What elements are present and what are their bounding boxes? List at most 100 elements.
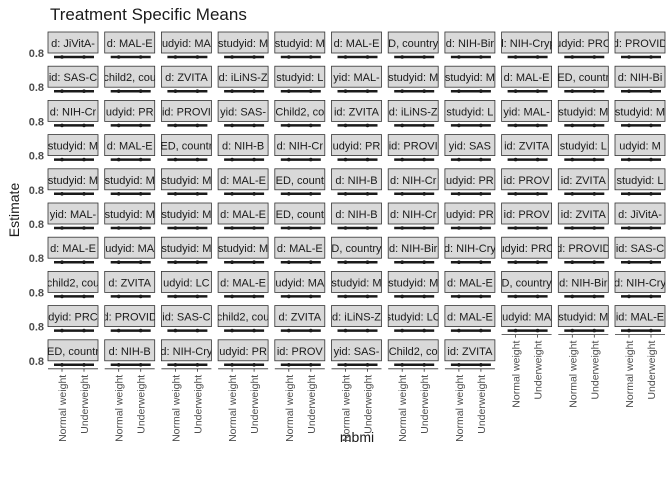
facet-strip-label: id: ZVITA [504, 141, 550, 153]
x-tick-label: Underweight [419, 375, 431, 434]
facet-panel: yid: MAL- [331, 65, 382, 93]
data-point [627, 328, 631, 333]
facet-strip [160, 270, 212, 293]
facet-strip-label: d: MAL-E [504, 72, 550, 84]
facet-panel: ED, countr [557, 65, 609, 93]
data-point [422, 260, 427, 265]
data-point [649, 157, 653, 162]
facet-strip [387, 31, 439, 54]
data-point [592, 192, 597, 196]
data-point [343, 192, 348, 196]
data-point [230, 192, 234, 196]
facet-strip [47, 31, 99, 54]
x-tick-label: Normal weight [284, 375, 296, 442]
data-point [422, 226, 427, 230]
facet-strip-label: id: MAL-E [616, 312, 664, 324]
facet-panel: id: MAL-E Normal weight Underweight [614, 305, 666, 408]
facet-strip [557, 305, 609, 328]
facet-strip [104, 65, 156, 88]
facet-strip [387, 168, 439, 191]
facet-strip [444, 305, 496, 328]
facet-panel: d: NIH-Bir [444, 31, 496, 59]
data-point [60, 294, 64, 299]
data-point [400, 157, 405, 162]
facet-panel: studyid: M [557, 100, 609, 128]
y-tick-label: 0.8 [29, 322, 44, 334]
facet-panel: studyid: M [331, 270, 382, 299]
facet-panel: id: ZVITA [501, 134, 553, 162]
y-tick-label: 0.8 [29, 185, 44, 197]
data-point [422, 89, 427, 93]
data-point [138, 55, 143, 59]
data-point [252, 157, 256, 162]
facet-panel: ED, count [274, 202, 326, 230]
data-point [343, 260, 348, 265]
facet-panel: id: PROV Normal weight Underweight [274, 339, 326, 442]
facet-strip-label: studyid: M [558, 106, 608, 118]
facet-strip-label: studyid: M [615, 106, 665, 118]
facet-strip [501, 134, 553, 157]
data-point [173, 328, 178, 333]
facet-strip-label: studyid: L [446, 106, 493, 118]
facet-strip-label: d: NIH-B [335, 209, 377, 221]
facet-strip-label: d: NIH-Bir [389, 243, 438, 255]
facet-strip [160, 31, 212, 54]
facet-strip [274, 339, 326, 362]
facet-strip [614, 65, 666, 88]
data-point [649, 328, 653, 333]
data-point [535, 55, 540, 59]
data-point [138, 363, 143, 367]
data-point [343, 363, 348, 367]
data-point [400, 89, 405, 93]
data-point [82, 55, 86, 59]
facet-panel: studyid: LC [387, 305, 439, 333]
facet-strip [387, 202, 439, 225]
data-point [457, 294, 461, 299]
data-point [82, 363, 86, 367]
data-point [422, 55, 427, 59]
data-point [173, 157, 178, 162]
facet-strip-label: ED, countr [47, 346, 99, 358]
facet-strip-label: Child2, co [389, 346, 438, 358]
facet-panel: d: ZVITA [160, 65, 212, 93]
x-tick-label: Underweight [589, 341, 601, 400]
facet-panel: studyid: M [274, 31, 326, 59]
facet-strip [47, 270, 99, 293]
data-point [116, 328, 121, 333]
data-point [535, 157, 540, 162]
facet-panel: d: NIH-B [217, 134, 269, 162]
facet-panel: d: NIH-B Normal weight Underweight [104, 339, 156, 442]
facet-strip [444, 134, 496, 157]
data-point [457, 192, 461, 196]
facet-strip-label: d: NIH-Cry [444, 243, 496, 255]
data-point [252, 192, 256, 196]
data-point [400, 192, 405, 196]
data-point [570, 328, 575, 333]
facet-panel: d: iLiNS-Z [387, 100, 439, 128]
facet-strip [160, 65, 212, 88]
x-tick-label: Underweight [306, 375, 318, 434]
data-point [252, 260, 256, 265]
facet-strip [331, 339, 382, 362]
data-point [195, 192, 200, 196]
data-point [627, 157, 631, 162]
data-point [287, 328, 291, 333]
data-point [287, 55, 291, 59]
data-point [365, 363, 370, 367]
facet-panel: d: MAL-E [444, 305, 496, 333]
data-point [230, 363, 234, 367]
data-point [287, 89, 291, 93]
data-point [252, 226, 256, 230]
facet-panel: yid: SAS [444, 134, 496, 162]
facet-panel: d: NIH-Cryp [501, 31, 553, 59]
facet-strip [47, 339, 99, 362]
data-point [479, 363, 483, 367]
data-point [252, 294, 256, 299]
facet-panel: studyid: M [387, 270, 439, 299]
facet-strip-label: d: NIH-Cr [277, 141, 324, 153]
facet-panel: d: JiVitA- [614, 202, 666, 230]
facet-strip [274, 202, 326, 225]
facet-panel: d: NIH-Cry Normal weight Underweight [160, 339, 212, 442]
facet-strip-label: studyid: L [616, 175, 663, 187]
data-point [343, 55, 348, 59]
